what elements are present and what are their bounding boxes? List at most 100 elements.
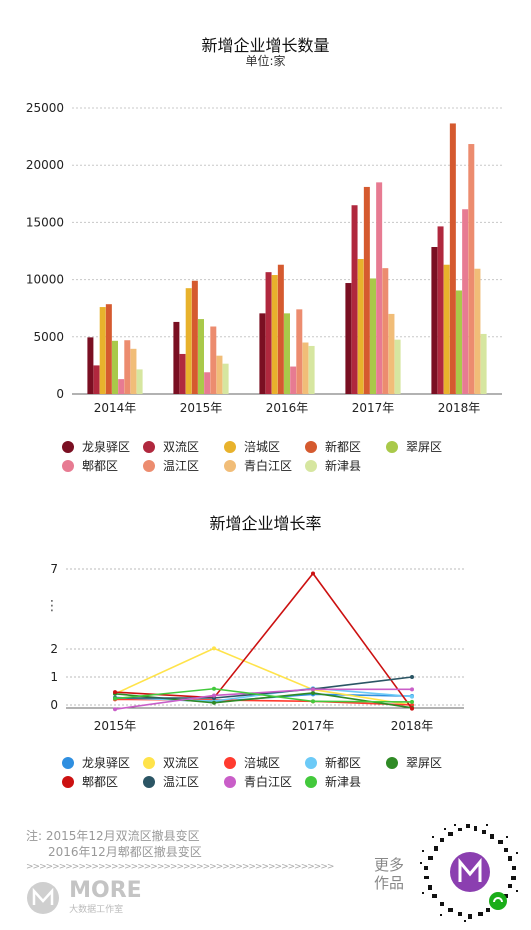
- line-legend-item: 涪城区: [224, 754, 280, 771]
- bar: [130, 348, 137, 394]
- legend-label: 翠屏区: [406, 440, 443, 454]
- line-legend-item: 翠屏区: [386, 754, 442, 771]
- bar-chart-subtitle: 单位:家: [245, 54, 286, 68]
- bar: [99, 307, 106, 394]
- series-line: [114, 688, 412, 710]
- x-tick-label: 2015年: [94, 719, 137, 733]
- series-line: [114, 647, 413, 706]
- bar: [173, 321, 180, 394]
- series-point: [113, 696, 117, 701]
- bar: [93, 365, 100, 394]
- y-tick-label: 10000: [26, 273, 64, 287]
- logo-m-icon: [27, 881, 59, 914]
- y-tick-label: 2: [50, 642, 58, 656]
- bar: [480, 333, 487, 394]
- bar: [351, 205, 358, 394]
- bar: [204, 372, 211, 394]
- bar-chart: 0 5000 10000 15000 20000 25000 2014年 2015年 2016年…: [26, 101, 502, 415]
- bar: [216, 355, 223, 394]
- x-tick-label: 2016年: [193, 719, 236, 733]
- legend-label: 新都区: [325, 440, 362, 454]
- bar: [376, 182, 383, 394]
- bar-legend-item: 双流区: [143, 438, 199, 455]
- bar: [468, 144, 475, 394]
- y-tick-label: 15000: [26, 215, 64, 229]
- bar: [210, 326, 217, 394]
- qr-code-icon[interactable]: [420, 822, 520, 922]
- y-tick-label: 5000: [33, 330, 64, 344]
- series-point: [311, 571, 315, 576]
- legend-swatch: [143, 440, 155, 453]
- series-line: [115, 676, 413, 699]
- x-tick-label: 2016年: [266, 401, 309, 415]
- bar-legend-item: 涪城区: [224, 438, 280, 455]
- legend-label: 青白江区: [244, 459, 293, 473]
- y-tick-label: 0: [56, 387, 64, 401]
- legend-label: 温江区: [163, 775, 200, 789]
- bar: [290, 366, 297, 394]
- legend-swatch: [62, 440, 74, 453]
- series-line: [114, 687, 413, 703]
- y-tick-label: 20000: [26, 158, 64, 172]
- legend-swatch: [305, 440, 317, 453]
- footnote: 注: 2015年12月双流区撤县变区 2016年12月郫都区撤县变区: [26, 828, 202, 860]
- bar: [112, 340, 118, 394]
- bar: [456, 290, 462, 394]
- footnote-line-2: 2016年12月郫都区撤县变区: [48, 845, 202, 859]
- legend-swatch: [305, 775, 317, 788]
- legend-label: 龙泉驿区: [82, 440, 131, 454]
- bar: [431, 246, 438, 394]
- bar: [265, 272, 272, 394]
- series-point: [410, 687, 414, 692]
- bar: [370, 278, 376, 394]
- series-point: [212, 686, 216, 691]
- bar-legend-item: 翠屏区: [386, 438, 442, 455]
- legend-label: 新都区: [325, 756, 362, 770]
- y-tick-label: 0: [50, 698, 58, 712]
- x-tick-label: 2015年: [180, 401, 223, 415]
- logo-subtext: 大数据工作室: [69, 905, 124, 915]
- bar: [462, 209, 469, 394]
- bar: [443, 264, 450, 394]
- bar: [357, 259, 364, 394]
- legend-label: 新津县: [325, 459, 362, 473]
- line-legend-item: 新都区: [305, 754, 361, 771]
- bar: [284, 313, 290, 394]
- series-line: [114, 572, 413, 710]
- legend-swatch: [224, 775, 236, 788]
- bar: [449, 123, 456, 394]
- series-point: [311, 690, 315, 695]
- bar-chart-title: 新增企业增长数量: [201, 36, 330, 55]
- footnote-line-1: 注: 2015年12月双流区撤县变区: [26, 829, 200, 843]
- series-point: [212, 693, 216, 698]
- bar: [437, 226, 444, 394]
- bar: [136, 369, 143, 394]
- bar: [345, 283, 352, 394]
- bar-legend-item: 新津县: [305, 457, 361, 474]
- more-works-link[interactable]: 更多 作品: [374, 856, 404, 892]
- bar-legend-item: 新都区: [305, 438, 361, 455]
- bar: [222, 363, 229, 394]
- line-legend-item: 温江区: [143, 773, 199, 790]
- line-legend-item: 郫都区: [62, 773, 118, 790]
- series-point: [311, 699, 315, 704]
- legend-swatch: [305, 756, 317, 769]
- bar: [277, 264, 284, 394]
- legend-label: 双流区: [163, 756, 200, 770]
- line-chart-title: 新增企业增长率: [209, 514, 322, 533]
- x-tick-label: 2014年: [94, 401, 137, 415]
- bar: [87, 337, 94, 394]
- legend-label: 双流区: [163, 440, 200, 454]
- legend-label: 郫都区: [82, 459, 119, 473]
- bar-legend-item: 郫都区: [62, 457, 118, 474]
- more-logo: MORE 大数据工作室: [26, 880, 142, 915]
- line-legend-item: 双流区: [143, 754, 199, 771]
- legend-label: 涪城区: [244, 756, 281, 770]
- bar-legend-item: 龙泉驿区: [62, 438, 130, 455]
- bar: [382, 268, 389, 394]
- x-tick-label: 2017年: [292, 719, 335, 733]
- bar: [296, 309, 303, 394]
- legend-label: 龙泉驿区: [82, 756, 131, 770]
- bar: [308, 345, 315, 394]
- bar-legend-item: 温江区: [143, 457, 199, 474]
